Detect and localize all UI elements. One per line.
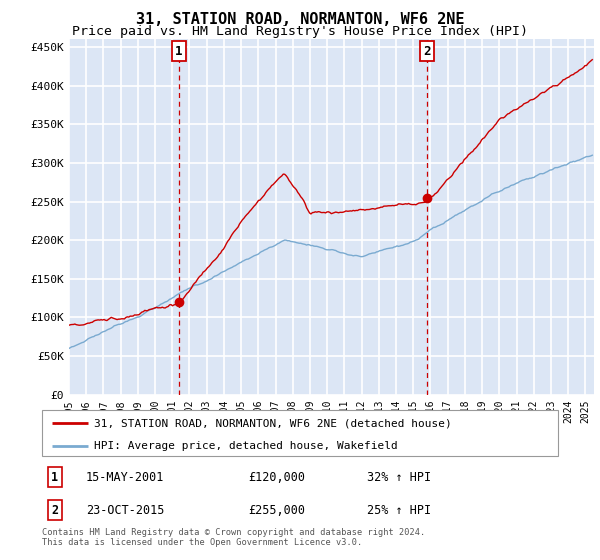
Text: £255,000: £255,000 <box>248 503 305 516</box>
Text: 1: 1 <box>52 471 58 484</box>
Text: 2: 2 <box>52 503 58 516</box>
Text: 32% ↑ HPI: 32% ↑ HPI <box>367 471 431 484</box>
Text: Contains HM Land Registry data © Crown copyright and database right 2024.
This d: Contains HM Land Registry data © Crown c… <box>42 528 425 547</box>
Text: 2: 2 <box>424 45 431 58</box>
Text: 31, STATION ROAD, NORMANTON, WF6 2NE (detached house): 31, STATION ROAD, NORMANTON, WF6 2NE (de… <box>94 418 451 428</box>
Text: 25% ↑ HPI: 25% ↑ HPI <box>367 503 431 516</box>
Text: 23-OCT-2015: 23-OCT-2015 <box>86 503 164 516</box>
Text: £120,000: £120,000 <box>248 471 305 484</box>
Text: Price paid vs. HM Land Registry's House Price Index (HPI): Price paid vs. HM Land Registry's House … <box>72 25 528 38</box>
Text: 31, STATION ROAD, NORMANTON, WF6 2NE: 31, STATION ROAD, NORMANTON, WF6 2NE <box>136 12 464 27</box>
Text: 15-MAY-2001: 15-MAY-2001 <box>86 471 164 484</box>
Text: 1: 1 <box>175 45 182 58</box>
FancyBboxPatch shape <box>42 410 558 456</box>
Text: HPI: Average price, detached house, Wakefield: HPI: Average price, detached house, Wake… <box>94 441 397 451</box>
